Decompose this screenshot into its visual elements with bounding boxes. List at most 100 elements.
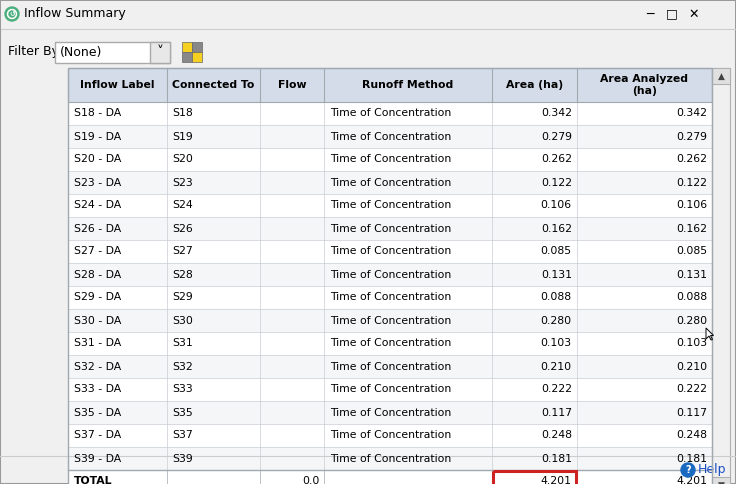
Text: 0.210: 0.210 <box>541 362 572 372</box>
Text: S30 - DA: S30 - DA <box>74 316 121 326</box>
Text: S32: S32 <box>172 362 194 372</box>
Text: Time of Concentration: Time of Concentration <box>330 338 452 348</box>
Text: Time of Concentration: Time of Concentration <box>330 454 452 464</box>
Text: 0.280: 0.280 <box>541 316 572 326</box>
Bar <box>712 68 730 484</box>
Text: S37: S37 <box>172 430 194 440</box>
Text: Time of Concentration: Time of Concentration <box>330 292 452 302</box>
Text: S32 - DA: S32 - DA <box>74 362 121 372</box>
Text: ˅: ˅ <box>157 45 163 60</box>
Circle shape <box>9 11 15 17</box>
Text: 0.088: 0.088 <box>541 292 572 302</box>
Text: Time of Concentration: Time of Concentration <box>330 270 452 279</box>
Text: S37 - DA: S37 - DA <box>74 430 121 440</box>
Text: S26: S26 <box>172 224 194 233</box>
Bar <box>493 471 576 484</box>
Text: S26 - DA: S26 - DA <box>74 224 121 233</box>
Text: 0.222: 0.222 <box>676 384 707 394</box>
Text: 0.117: 0.117 <box>676 408 707 418</box>
Text: S33: S33 <box>172 384 194 394</box>
Text: ↺: ↺ <box>9 11 15 17</box>
Text: 0.262: 0.262 <box>541 154 572 165</box>
Bar <box>150 42 170 63</box>
Text: Inflow Label: Inflow Label <box>80 80 155 90</box>
Bar <box>68 332 712 355</box>
Bar <box>68 263 712 286</box>
Text: 0.280: 0.280 <box>676 316 707 326</box>
Text: Time of Concentration: Time of Concentration <box>330 384 452 394</box>
Text: 0.162: 0.162 <box>541 224 572 233</box>
Text: Time of Concentration: Time of Concentration <box>330 154 452 165</box>
Bar <box>712 68 730 84</box>
Text: 0.103: 0.103 <box>676 338 707 348</box>
Text: 0.162: 0.162 <box>676 224 707 233</box>
Text: 0.088: 0.088 <box>676 292 707 302</box>
Bar <box>68 217 712 240</box>
Text: 0.122: 0.122 <box>541 178 572 187</box>
Text: 0.210: 0.210 <box>676 362 707 372</box>
Text: S39: S39 <box>172 454 194 464</box>
Bar <box>68 68 712 484</box>
Text: S31 - DA: S31 - DA <box>74 338 121 348</box>
Bar <box>68 102 712 125</box>
Bar <box>68 148 712 171</box>
Text: 0.222: 0.222 <box>541 384 572 394</box>
Bar <box>1 1 735 29</box>
Text: Flow: Flow <box>278 80 306 90</box>
Text: S24 - DA: S24 - DA <box>74 200 121 211</box>
Text: S20 - DA: S20 - DA <box>74 154 121 165</box>
Text: ▼: ▼ <box>718 481 724 484</box>
Text: Inflow Summary: Inflow Summary <box>24 7 126 20</box>
Text: 0.085: 0.085 <box>541 246 572 257</box>
Text: Runoff Method: Runoff Method <box>362 80 453 90</box>
Text: Help: Help <box>698 464 726 477</box>
Bar <box>68 68 712 102</box>
Circle shape <box>681 463 695 477</box>
Text: Time of Concentration: Time of Concentration <box>330 132 452 141</box>
Text: ─: ─ <box>646 7 654 20</box>
Bar <box>68 240 712 263</box>
Text: ▲: ▲ <box>718 72 724 80</box>
Text: S28 - DA: S28 - DA <box>74 270 121 279</box>
Text: 0.085: 0.085 <box>676 246 707 257</box>
Text: S19 - DA: S19 - DA <box>74 132 121 141</box>
Text: Area Analyzed
(ha): Area Analyzed (ha) <box>601 74 688 96</box>
Text: S30: S30 <box>172 316 194 326</box>
Bar <box>68 194 712 217</box>
Text: Time of Concentration: Time of Concentration <box>330 108 452 119</box>
Bar <box>182 52 192 62</box>
Text: □: □ <box>666 7 678 20</box>
Text: Time of Concentration: Time of Concentration <box>330 430 452 440</box>
Text: 0.342: 0.342 <box>541 108 572 119</box>
Text: 0.106: 0.106 <box>676 200 707 211</box>
Text: S24: S24 <box>172 200 194 211</box>
Text: 4.201: 4.201 <box>541 477 572 484</box>
Text: 0.279: 0.279 <box>541 132 572 141</box>
Text: 0.103: 0.103 <box>541 338 572 348</box>
Text: 0.262: 0.262 <box>676 154 707 165</box>
Bar <box>68 378 712 401</box>
Text: (None): (None) <box>60 46 102 59</box>
Text: ?: ? <box>685 465 691 475</box>
Text: S27: S27 <box>172 246 194 257</box>
Bar <box>68 424 712 447</box>
Text: Time of Concentration: Time of Concentration <box>330 362 452 372</box>
Bar <box>68 401 712 424</box>
Text: S27 - DA: S27 - DA <box>74 246 121 257</box>
Text: Time of Concentration: Time of Concentration <box>330 316 452 326</box>
Text: 0.106: 0.106 <box>541 200 572 211</box>
Text: 0.131: 0.131 <box>676 270 707 279</box>
Text: Time of Concentration: Time of Concentration <box>330 408 452 418</box>
Text: Time of Concentration: Time of Concentration <box>330 224 452 233</box>
Text: 0.248: 0.248 <box>676 430 707 440</box>
Text: S28: S28 <box>172 270 194 279</box>
Bar <box>68 171 712 194</box>
Bar <box>68 286 712 309</box>
Text: 0.248: 0.248 <box>541 430 572 440</box>
Text: S19: S19 <box>172 132 194 141</box>
Bar <box>192 42 202 52</box>
Text: 0.342: 0.342 <box>676 108 707 119</box>
Bar <box>68 309 712 332</box>
Text: 0.122: 0.122 <box>676 178 707 187</box>
Text: 4.201: 4.201 <box>676 477 707 484</box>
